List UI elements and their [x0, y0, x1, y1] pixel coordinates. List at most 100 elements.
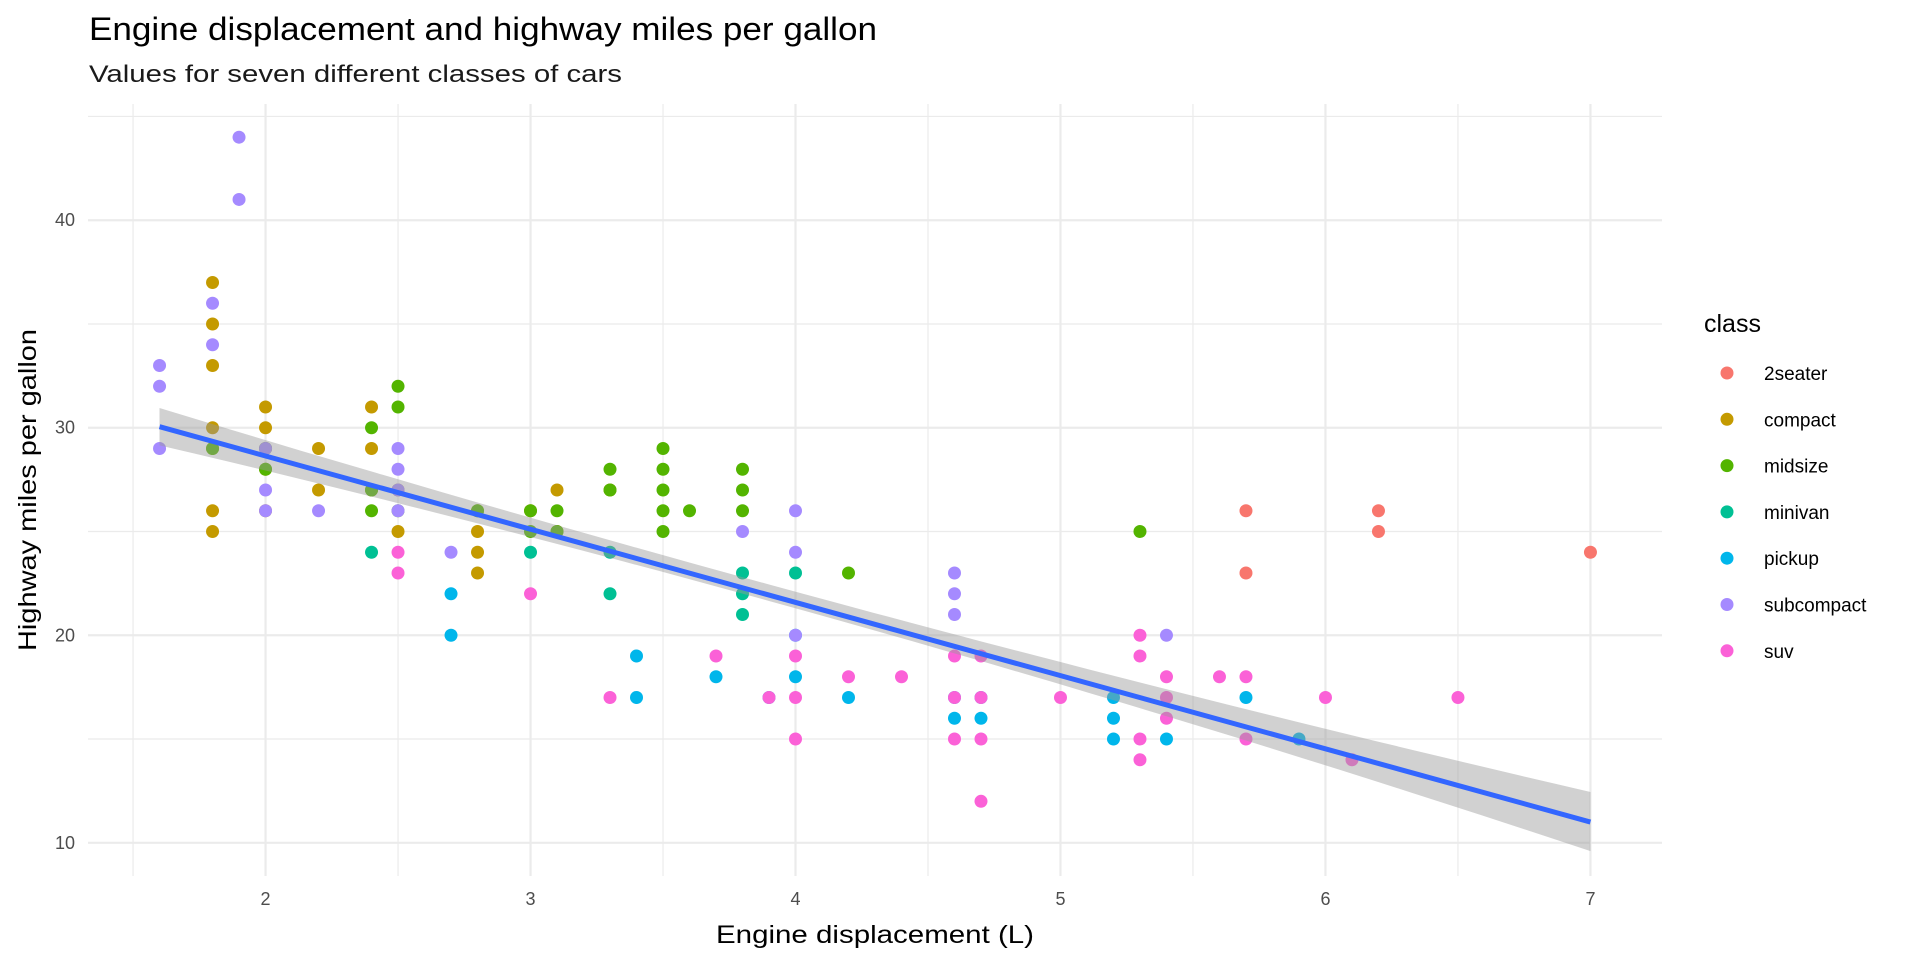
data-point-midsize	[206, 441, 220, 455]
x-tick-label: 6	[1320, 889, 1330, 909]
data-point-subcompact	[947, 566, 961, 580]
data-point-suv	[947, 691, 961, 705]
y-tick-label: 20	[55, 625, 75, 645]
data-point-suv	[1451, 691, 1465, 705]
y-tick-label: 40	[55, 210, 75, 230]
data-point-compact	[312, 483, 326, 497]
y-axis-ticks: 10 20 30 40	[55, 210, 75, 853]
data-point-midsize	[736, 504, 750, 518]
data-point-minivan	[736, 608, 750, 622]
data-point-pickup	[630, 691, 644, 705]
data-point-compact	[550, 483, 564, 497]
data-point-pickup	[842, 691, 856, 705]
y-tick-label: 10	[55, 833, 75, 853]
legend-label: pickup	[1764, 549, 1819, 570]
data-point-suv	[789, 732, 803, 746]
data-point-suv	[947, 732, 961, 746]
data-point-midsize	[365, 504, 379, 518]
data-point-subcompact	[1159, 628, 1173, 642]
data-point-suv	[789, 691, 803, 705]
data-point-subcompact	[789, 628, 803, 642]
data-point-suv	[1159, 691, 1173, 705]
data-point-2seater	[1239, 504, 1253, 518]
data-points	[153, 130, 1597, 808]
data-point-2seater	[1371, 504, 1385, 518]
data-point-subcompact	[153, 379, 167, 393]
data-point-midsize	[842, 566, 856, 580]
data-point-minivan	[365, 545, 379, 559]
legend-label: suv	[1764, 642, 1794, 663]
data-point-compact	[206, 275, 220, 289]
data-point-minivan	[603, 587, 617, 601]
data-point-midsize	[656, 441, 670, 455]
data-point-suv	[1212, 670, 1226, 684]
data-point-suv	[709, 649, 723, 663]
data-point-suv	[1053, 691, 1067, 705]
data-point-pickup	[947, 711, 961, 725]
data-point-compact	[206, 525, 220, 539]
x-axis-title: Engine displacement (L)	[716, 921, 1034, 949]
data-point-midsize	[391, 400, 405, 414]
data-point-subcompact	[391, 462, 405, 476]
data-point-suv	[974, 732, 988, 746]
legend-label: 2seater	[1764, 364, 1828, 385]
data-point-suv	[524, 587, 538, 601]
data-point-compact	[312, 441, 326, 455]
data-point-subcompact	[206, 338, 220, 352]
data-point-pickup	[974, 711, 988, 725]
grid	[88, 104, 1662, 876]
data-point-subcompact	[789, 504, 803, 518]
data-point-pickup	[630, 649, 644, 663]
data-point-suv	[1239, 732, 1253, 746]
data-point-compact	[365, 441, 379, 455]
data-point-pickup	[709, 670, 723, 684]
legend-label: subcompact	[1764, 596, 1867, 617]
data-point-pickup	[1239, 691, 1253, 705]
legend-key-icon	[1720, 366, 1734, 380]
data-point-minivan	[736, 566, 750, 580]
data-point-suv	[391, 545, 405, 559]
data-point-subcompact	[391, 441, 405, 455]
x-tick-label: 2	[261, 889, 271, 909]
legend-label: midsize	[1764, 457, 1828, 478]
data-point-suv	[1133, 649, 1147, 663]
chart-title: Engine displacement and highway miles pe…	[89, 11, 877, 47]
data-point-pickup	[444, 628, 458, 642]
data-point-midsize	[736, 462, 750, 476]
data-point-suv	[1133, 753, 1147, 767]
legend-item-subcompact: subcompact	[1720, 596, 1867, 617]
data-point-subcompact	[444, 545, 458, 559]
regression-smooth	[158, 408, 1592, 852]
data-point-compact	[365, 400, 379, 414]
data-point-compact	[206, 504, 220, 518]
data-point-subcompact	[232, 130, 246, 144]
data-point-2seater	[1239, 566, 1253, 580]
legend-title: class	[1704, 310, 1761, 338]
data-point-compact	[259, 421, 273, 435]
data-point-subcompact	[789, 545, 803, 559]
legend-key-icon	[1720, 412, 1734, 426]
data-point-compact	[471, 525, 485, 539]
data-point-subcompact	[153, 358, 167, 372]
data-point-suv	[1133, 732, 1147, 746]
data-point-pickup	[1106, 711, 1120, 725]
legend-label: compact	[1764, 410, 1837, 431]
x-axis-ticks: 2 3 4 5 6 7	[261, 889, 1596, 909]
legend-item-minivan: minivan	[1720, 503, 1829, 524]
data-point-suv	[842, 670, 856, 684]
data-point-compact	[471, 566, 485, 580]
data-point-midsize	[736, 483, 750, 497]
data-point-midsize	[656, 462, 670, 476]
x-tick-label: 3	[526, 889, 536, 909]
x-tick-label: 7	[1585, 889, 1595, 909]
data-point-midsize	[656, 525, 670, 539]
series-pickup	[444, 587, 1306, 746]
data-point-subcompact	[736, 525, 750, 539]
legend-key-icon	[1720, 644, 1734, 658]
data-point-suv	[1159, 711, 1173, 725]
legend-key-icon	[1720, 505, 1734, 519]
data-point-suv	[762, 691, 776, 705]
series-subcompact	[153, 130, 1173, 642]
data-point-suv	[1133, 628, 1147, 642]
legend-item-midsize: midsize	[1720, 457, 1828, 478]
